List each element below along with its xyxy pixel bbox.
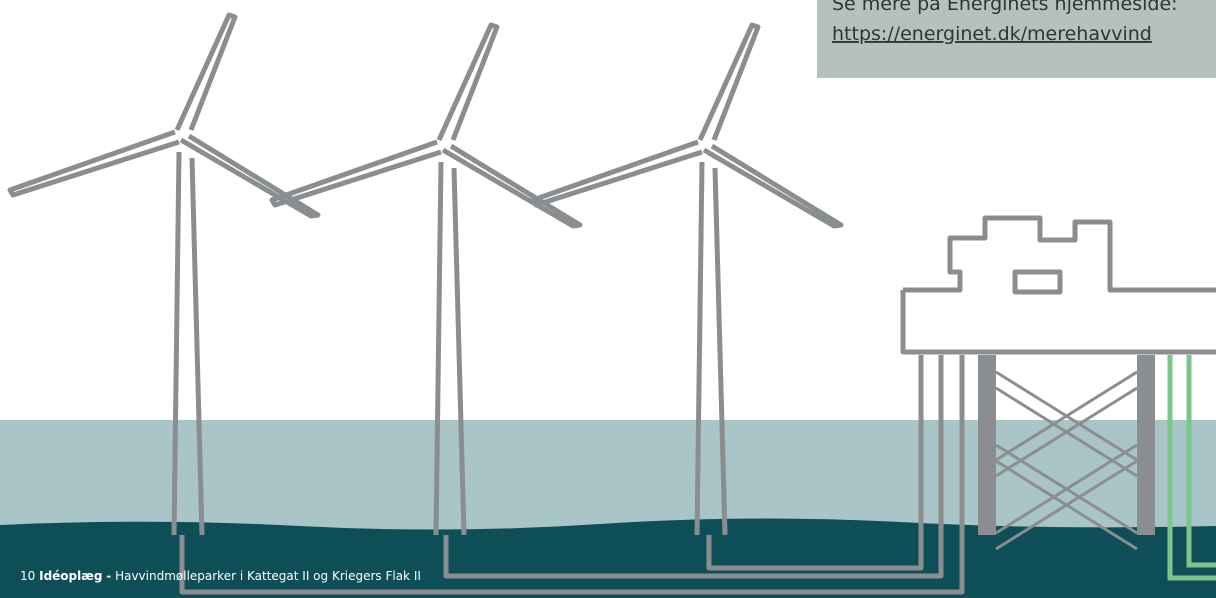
callout-link[interactable]: https://energinet.dk/merehavvind bbox=[832, 23, 1152, 45]
module bbox=[1012, 269, 1063, 295]
blade bbox=[436, 22, 500, 142]
blade bbox=[174, 12, 238, 132]
bracing bbox=[995, 370, 1138, 551]
export-cable bbox=[1167, 355, 1216, 581]
substation bbox=[900, 215, 1216, 551]
tower bbox=[694, 161, 728, 536]
blade bbox=[269, 139, 442, 208]
blade bbox=[179, 133, 321, 219]
deck bbox=[900, 215, 1216, 355]
blade bbox=[702, 143, 844, 229]
document-type: Idéoplæg bbox=[39, 569, 102, 583]
blade bbox=[697, 22, 761, 142]
callout-text: Se mere på Energinets hjemmeside: bbox=[832, 0, 1178, 15]
blade bbox=[530, 139, 703, 208]
tower bbox=[433, 161, 467, 536]
tower bbox=[171, 151, 205, 536]
leg bbox=[1137, 355, 1155, 535]
callout-box bbox=[817, 0, 1216, 78]
footer-title: Havvindmølleparker i Kattegat II og Krie… bbox=[115, 569, 421, 583]
page-number: 10 bbox=[20, 569, 35, 583]
cables bbox=[179, 355, 965, 595]
footer: 10 Idéoplæg - Havvindmølleparker i Katte… bbox=[20, 569, 421, 583]
turbines bbox=[7, 12, 844, 536]
blade bbox=[7, 129, 180, 198]
blade bbox=[441, 143, 583, 229]
separator: - bbox=[106, 569, 111, 583]
leg bbox=[978, 355, 996, 535]
